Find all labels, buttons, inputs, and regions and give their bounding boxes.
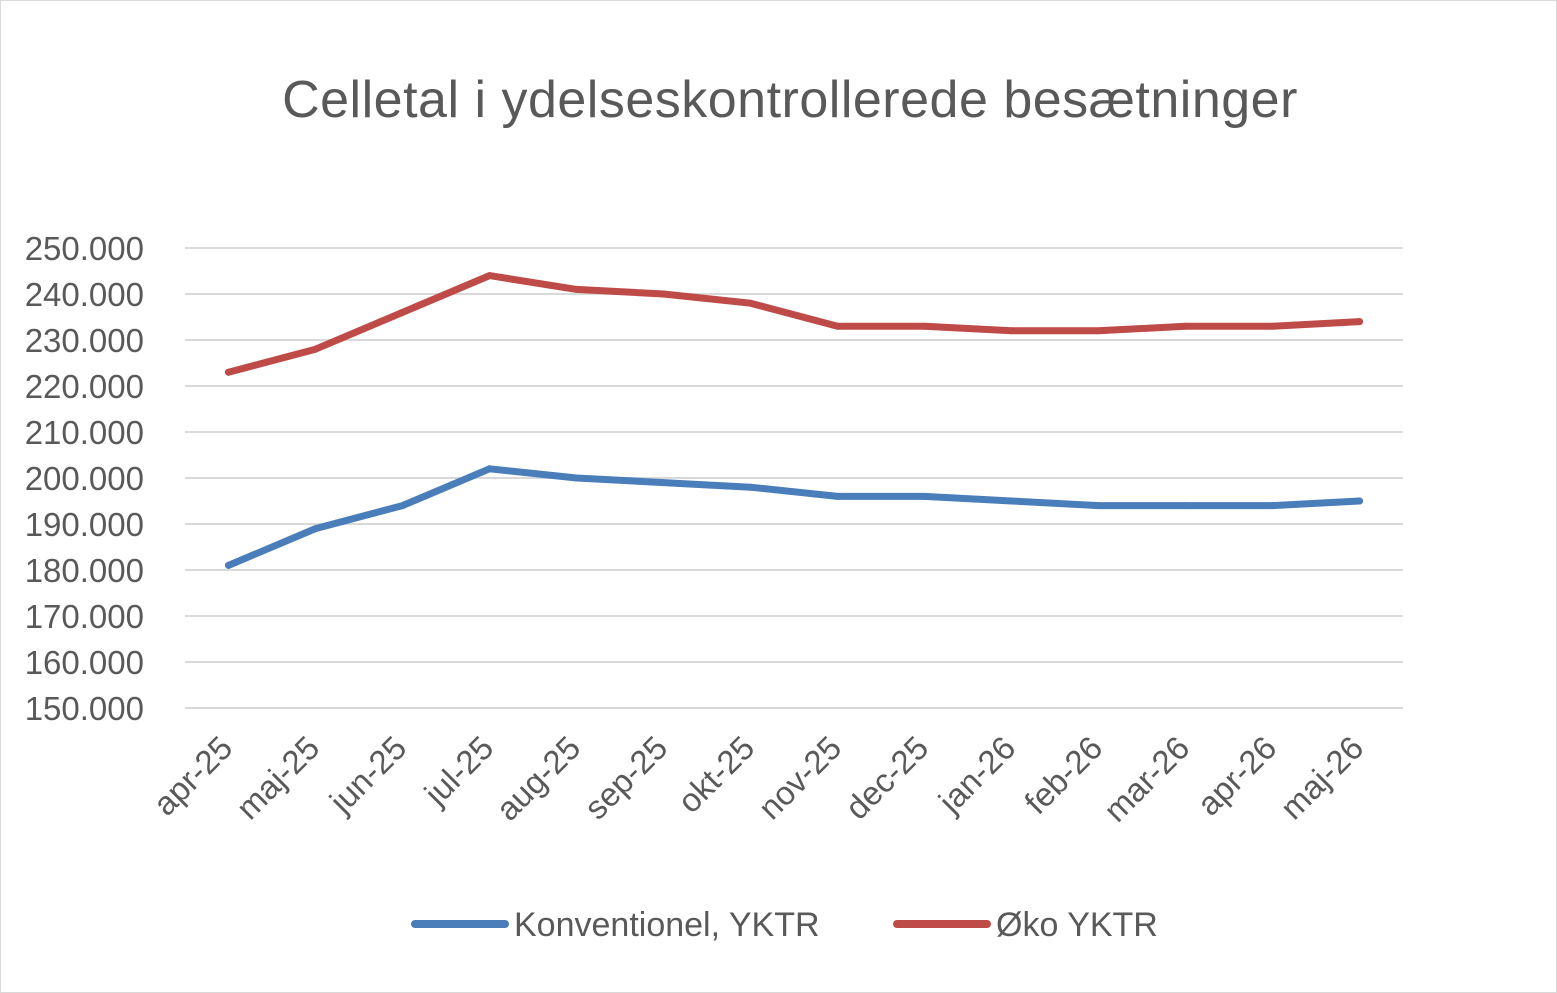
x-tick-label: apr-26 (1190, 729, 1284, 823)
data-point (1269, 322, 1276, 330)
data-point (312, 345, 319, 353)
data-point (747, 299, 754, 307)
data-point (1182, 322, 1189, 330)
data-point (573, 474, 580, 482)
legend-label: Øko YKTR (996, 906, 1158, 944)
data-point (921, 322, 928, 330)
data-point (834, 492, 841, 500)
data-point (486, 272, 493, 280)
chart-title: Celletal i ydelseskontrollerede besætnin… (282, 71, 1298, 129)
data-point (660, 290, 667, 298)
data-point (834, 322, 841, 330)
data-point (1269, 502, 1276, 510)
y-tick-label: 220.000 (25, 368, 144, 405)
data-point (660, 479, 667, 487)
x-tick-label: maj-26 (1273, 729, 1370, 826)
y-tick-label: 180.000 (25, 552, 144, 589)
x-tick-label: okt-25 (670, 729, 761, 820)
x-tick-label: jun-25 (322, 729, 414, 821)
x-tick-label: nov-25 (751, 729, 849, 827)
data-point (1182, 502, 1189, 510)
y-tick-label: 240.000 (25, 276, 144, 313)
series-line-2 (225, 272, 1363, 376)
data-point (573, 285, 580, 293)
x-tick-label: jul-25 (417, 729, 501, 813)
y-tick-label: 250.000 (25, 230, 144, 267)
y-tick-label: 160.000 (25, 644, 144, 681)
legend-label: Konventionel, YKTR (514, 906, 820, 944)
y-tick-label: 170.000 (25, 598, 144, 635)
x-tick-label: mar-26 (1096, 729, 1196, 829)
x-tick-label: jan-26 (931, 729, 1023, 821)
data-point (486, 465, 493, 473)
data-point (225, 561, 232, 569)
y-tick-label: 190.000 (25, 506, 144, 543)
data-point (399, 308, 406, 316)
y-tick-label: 210.000 (25, 414, 144, 451)
data-point (225, 368, 232, 376)
y-tick-label: 200.000 (25, 460, 144, 497)
gridlines (185, 247, 1403, 709)
data-point (1008, 497, 1015, 505)
data-point (1008, 327, 1015, 335)
series-lines (225, 272, 1363, 569)
x-tick-label: feb-26 (1017, 729, 1109, 821)
x-tick-label: dec-25 (838, 729, 936, 827)
y-tick-label: 230.000 (25, 322, 144, 359)
series-line-1 (225, 465, 1363, 569)
x-tick-label: maj-25 (229, 729, 326, 826)
data-point (921, 492, 928, 500)
x-tick-label: aug-25 (489, 729, 588, 828)
data-point (1356, 318, 1363, 326)
data-point (312, 525, 319, 533)
y-tick-label: 150.000 (25, 690, 144, 727)
data-point (1095, 502, 1102, 510)
data-point (1095, 327, 1102, 335)
x-tick-label: apr-25 (146, 729, 240, 823)
y-axis-ticks: 150.000 160.000 170.000 180.000 190.000 200.0… (25, 230, 144, 727)
data-point (747, 483, 754, 491)
legend: Konventionel, YKTR Øko YKTR (411, 906, 1158, 944)
data-point (1356, 497, 1363, 505)
x-tick-label: sep-25 (577, 729, 675, 827)
data-point (399, 502, 406, 510)
